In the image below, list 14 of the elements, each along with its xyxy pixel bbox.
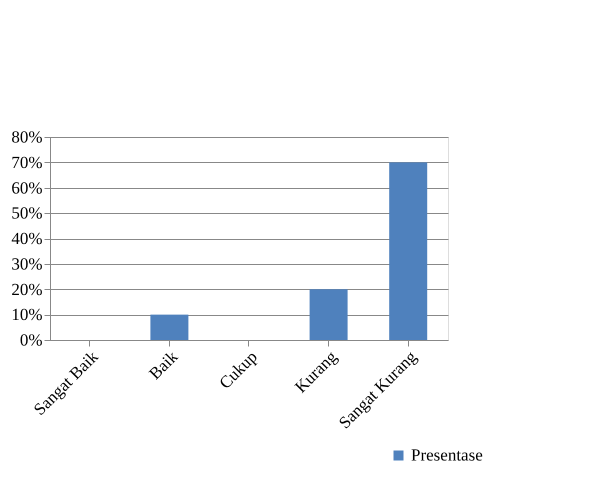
bar — [150, 314, 188, 340]
y-tick-label: 50% — [11, 204, 42, 223]
y-tick-label: 40% — [11, 229, 42, 248]
legend-label: Presentase — [411, 446, 483, 464]
y-tick-label: 30% — [11, 254, 42, 274]
y-tick-label: 60% — [11, 178, 42, 198]
y-tick-label: 0% — [20, 330, 42, 350]
y-tick-label: 70% — [11, 152, 42, 172]
y-tick-label: 10% — [11, 305, 42, 324]
bar — [310, 289, 348, 340]
y-tick-label: 20% — [11, 280, 42, 299]
x-tick-label: Baik — [145, 346, 182, 384]
bar — [389, 162, 428, 340]
y-tick-label: 80% — [11, 128, 42, 146]
